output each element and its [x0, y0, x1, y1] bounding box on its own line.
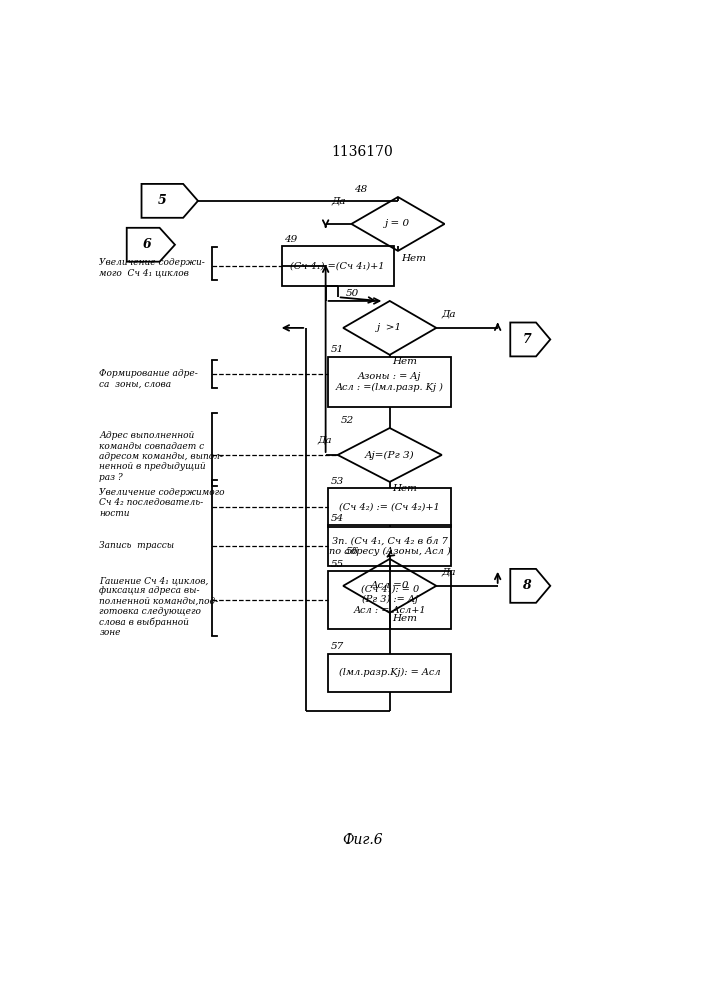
Text: 1136170: 1136170	[332, 145, 393, 159]
Text: 7: 7	[522, 333, 531, 346]
Text: (lмл.разр.Kj): = Aсл: (lмл.разр.Kj): = Aсл	[339, 668, 440, 677]
Text: Нет: Нет	[401, 254, 426, 263]
Text: 57: 57	[330, 642, 344, 651]
Text: j = 0: j = 0	[385, 219, 411, 228]
Text: Aj=(Рг 3): Aj=(Рг 3)	[365, 450, 414, 460]
Text: Зп. (Сч 4₁, Сч 4₂ в бл 7
по адресу (Aзоны, Aсл ): Зп. (Сч 4₁, Сч 4₂ в бл 7 по адресу (Aзон…	[329, 536, 450, 556]
Text: 6: 6	[144, 238, 152, 251]
Text: 49: 49	[284, 235, 297, 244]
Text: j  >1: j >1	[377, 323, 402, 332]
Bar	[328, 571, 451, 629]
Text: Увеличение содержимого
Сч 4₂ последователь-
ности: Увеличение содержимого Сч 4₂ последовате…	[99, 488, 225, 518]
Text: 56: 56	[346, 547, 359, 556]
Text: 55: 55	[330, 560, 344, 569]
Text: Нет: Нет	[392, 614, 417, 623]
Text: Увеличение содержи-
мого  Сч 4₁ циклов: Увеличение содержи- мого Сч 4₁ циклов	[99, 258, 205, 278]
Bar	[281, 246, 394, 286]
Text: 53: 53	[330, 477, 344, 486]
Text: (Сч 4₂) := (Сч 4₂)+1: (Сч 4₂) := (Сч 4₂)+1	[339, 503, 440, 512]
Text: Да: Да	[442, 310, 456, 319]
Text: Гашение Сч 4₁ циклов,
фиксация адреса вы-
полненной команды,под-
готовка следующ: Гашение Сч 4₁ циклов, фиксация адреса вы…	[99, 576, 218, 637]
Text: 50: 50	[346, 289, 359, 298]
Text: 51: 51	[330, 345, 344, 354]
Text: Нет: Нет	[392, 484, 417, 493]
Text: Да: Да	[442, 567, 456, 576]
Bar	[328, 525, 451, 566]
Text: 54: 54	[330, 514, 344, 523]
Bar	[328, 654, 451, 692]
Bar	[328, 488, 451, 527]
Text: Да: Да	[332, 196, 346, 205]
Bar	[328, 357, 451, 407]
Text: 5: 5	[158, 194, 167, 207]
Text: Запись  трассы: Запись трассы	[99, 541, 175, 550]
Text: 52: 52	[341, 416, 354, 425]
Text: Да: Да	[317, 435, 332, 444]
Text: Фиг.6: Фиг.6	[342, 833, 382, 847]
Text: 48: 48	[354, 185, 368, 194]
Text: (Сч 4₁):=(Сч 4₁)+1: (Сч 4₁):=(Сч 4₁)+1	[291, 262, 385, 271]
Text: Aсл =0: Aсл =0	[370, 581, 409, 590]
Text: Aзоны : = Aj
Aсл : =(lмл.разр. Kj ): Aзоны : = Aj Aсл : =(lмл.разр. Kj )	[336, 372, 444, 392]
Text: Формирование адре-
са  зоны, слова: Формирование адре- са зоны, слова	[99, 369, 198, 388]
Text: Адрес выполненной
команды совпадает с
адресом команды, выпол-
ненной в предыдущи: Адрес выполненной команды совпадает с ад…	[99, 431, 223, 482]
Text: (Сч 4₁): = 0
(Рг 3) := Aj
Aсл : = Aсл+1: (Сч 4₁): = 0 (Рг 3) := Aj Aсл : = Aсл+1	[354, 585, 426, 615]
Text: 8: 8	[522, 579, 531, 592]
Text: Нет: Нет	[392, 357, 417, 366]
